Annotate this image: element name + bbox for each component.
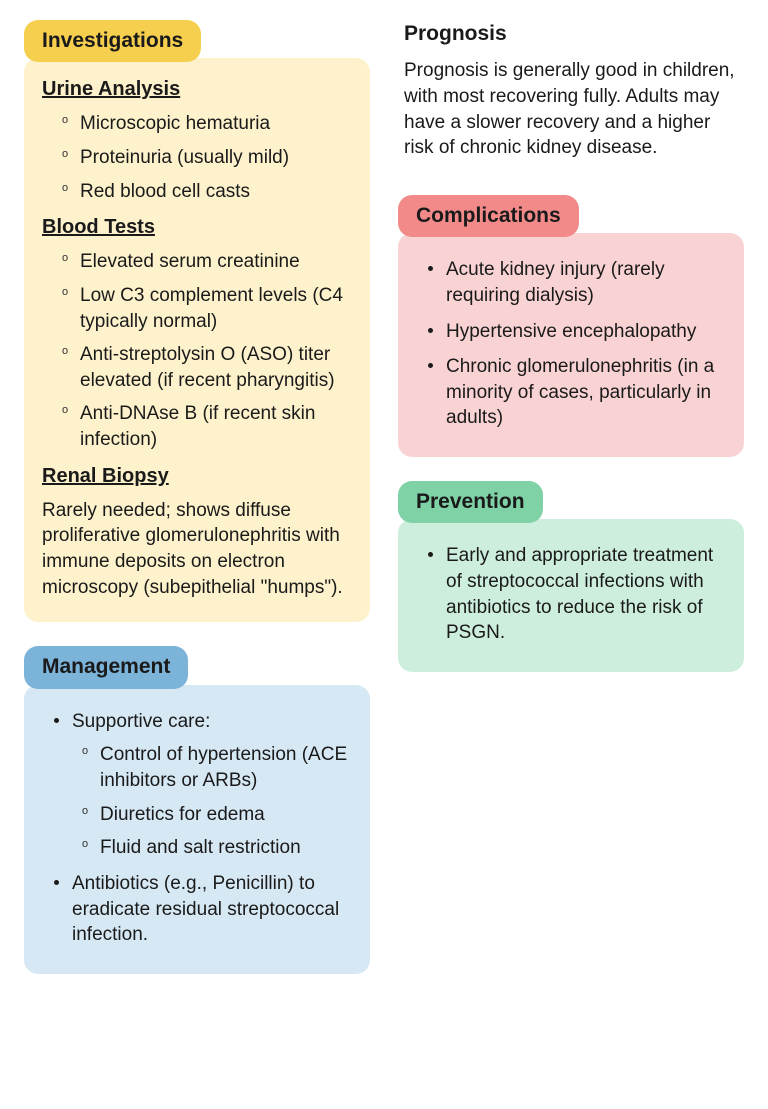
prognosis-text: Prognosis is generally good in children,… [404, 58, 738, 161]
supportive-sublist: Control of hypertension (ACE inhibitors … [72, 742, 352, 861]
biopsy-text: Rarely needed; shows diffuse proliferati… [42, 498, 352, 601]
list-item: Microscopic hematuria [62, 111, 352, 137]
list-item: Anti-DNAse B (if recent skin infection) [62, 401, 352, 452]
management-block: Management Supportive care: Control of h… [24, 646, 370, 997]
list-item: Red blood cell casts [62, 179, 352, 205]
prognosis-block: Prognosis Prognosis is generally good in… [398, 20, 744, 167]
blood-list: Elevated serum creatinine Low C3 complem… [42, 249, 352, 452]
right-column: Prognosis Prognosis is generally good in… [398, 20, 744, 696]
management-list: Supportive care: Control of hypertension… [42, 709, 352, 948]
list-item: Proteinuria (usually mild) [62, 145, 352, 171]
complications-list: Acute kidney injury (rarely requiring di… [416, 257, 726, 431]
list-item: Hypertensive encephalopathy [428, 319, 726, 345]
prevention-block: Prevention Early and appropriate treatme… [398, 481, 744, 696]
management-card: Supportive care: Control of hypertension… [24, 685, 370, 974]
list-item: Elevated serum creatinine [62, 249, 352, 275]
list-item: Chronic glomerulonephritis (in a minorit… [428, 354, 726, 431]
list-item: Early and appropriate treatment of strep… [428, 543, 726, 646]
layout-grid: Investigations Urine Analysis Microscopi… [24, 20, 744, 998]
urine-heading: Urine Analysis [42, 76, 352, 103]
left-column: Investigations Urine Analysis Microscopi… [24, 20, 370, 998]
urine-list: Microscopic hematuria Proteinuria (usual… [42, 111, 352, 204]
complications-tab: Complications [398, 195, 579, 237]
list-item: Acute kidney injury (rarely requiring di… [428, 257, 726, 308]
investigations-block: Investigations Urine Analysis Microscopi… [24, 20, 370, 646]
prognosis-heading: Prognosis [404, 20, 738, 48]
biopsy-heading: Renal Biopsy [42, 463, 352, 490]
supportive-label: Supportive care: [72, 711, 210, 732]
list-item: Fluid and salt restriction [82, 835, 352, 861]
investigations-tab: Investigations [24, 20, 201, 62]
list-item: Anti-streptolysin O (ASO) titer elevated… [62, 342, 352, 393]
prevention-list: Early and appropriate treatment of strep… [416, 543, 726, 646]
list-item: Control of hypertension (ACE inhibitors … [82, 742, 352, 793]
list-item: Low C3 complement levels (C4 typically n… [62, 283, 352, 334]
prevention-tab: Prevention [398, 481, 543, 523]
blood-heading: Blood Tests [42, 214, 352, 241]
complications-card: Acute kidney injury (rarely requiring di… [398, 233, 744, 457]
complications-block: Complications Acute kidney injury (rarel… [398, 195, 744, 481]
list-item: Supportive care: Control of hypertension… [54, 709, 352, 861]
management-tab: Management [24, 646, 188, 688]
list-item: Antibiotics (e.g., Penicillin) to eradic… [54, 871, 352, 948]
investigations-card: Urine Analysis Microscopic hematuria Pro… [24, 58, 370, 622]
list-item: Diuretics for edema [82, 802, 352, 828]
prevention-card: Early and appropriate treatment of strep… [398, 519, 744, 672]
